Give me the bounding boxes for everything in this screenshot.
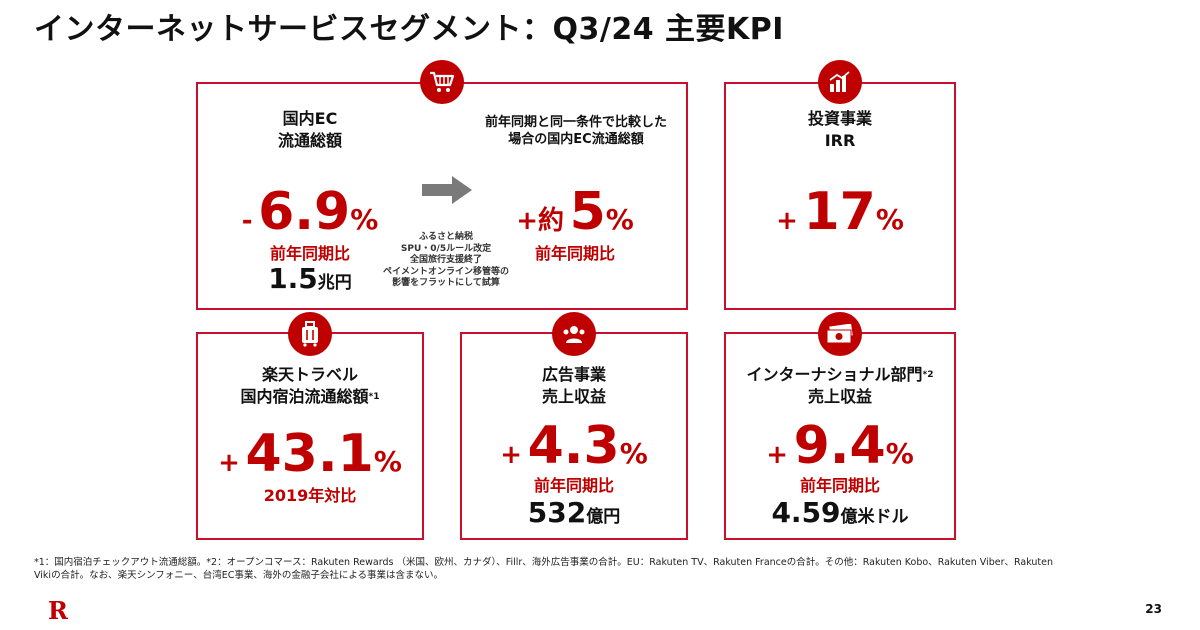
footnote-line-1: *1：国内宿泊チェックアウト流通総額。*2：オープンコマース：Rakuten R… xyxy=(34,557,1054,568)
travel-label-2: 国内宿泊流通総額*1 xyxy=(240,387,380,406)
advertising-value: + 4.3% xyxy=(500,416,648,476)
kpi-box-advertising xyxy=(460,332,688,540)
money-badge xyxy=(818,312,862,356)
same-condition-section: 前年同期と同一条件で比較した 場合の国内EC流通総額 xyxy=(462,114,690,148)
international-label-2: 売上収益 xyxy=(807,387,872,406)
travel-section: 楽天トラベル 国内宿泊流通総額*1 xyxy=(200,364,420,408)
kpi-box-international xyxy=(724,332,956,540)
international-amount: 4.59億米ドル xyxy=(771,496,909,529)
chart-badge xyxy=(818,60,862,104)
same-condition-value: +約 5% xyxy=(516,182,634,242)
rakuten-logo: R xyxy=(48,596,68,625)
chart-icon xyxy=(829,71,850,92)
money-icon xyxy=(826,324,853,344)
megaphone-icon xyxy=(563,326,585,343)
domestic-ec-amount: 1.5兆円 xyxy=(268,262,352,295)
international-value: + 9.4% xyxy=(766,416,914,476)
travel-comparison: 2019年対比 xyxy=(263,486,357,505)
international-section: インターナショナル部門*2 売上収益 xyxy=(728,364,952,408)
domestic-ec-label-1: 国内EC xyxy=(282,109,338,128)
advertising-sign: + xyxy=(500,440,523,470)
travel-value: + 43.1% xyxy=(218,424,402,484)
footnote-line-2: Vikiの合計。なお、楽天シンフォニー、台湾EC事業、海外の金融子会社による事業… xyxy=(34,570,444,581)
kpi-box-investment xyxy=(724,82,956,310)
same-condition-comparison: 前年同期比 xyxy=(534,244,615,263)
arrow-right-icon xyxy=(422,176,472,204)
international-sign: + xyxy=(766,440,789,470)
page-title: インターネットサービスセグメント：Q3/24 主要KPI xyxy=(34,12,784,47)
investment-label-2: IRR xyxy=(824,131,856,150)
international-label-1: インターナショナル部門*2 xyxy=(746,365,934,384)
suitcase-icon xyxy=(302,321,318,347)
domestic-ec-comparison: 前年同期比 xyxy=(269,244,350,263)
cart-badge xyxy=(420,60,464,104)
international-footnote-mark: *2 xyxy=(922,370,934,380)
footnotes: *1：国内宿泊チェックアウト流通総額。*2：オープンコマース：Rakuten R… xyxy=(34,556,1154,582)
advertising-amount: 532億円 xyxy=(527,496,621,529)
same-condition-label-1: 前年同期と同一条件で比較した xyxy=(484,115,667,130)
travel-footnote-mark: *1 xyxy=(368,392,380,402)
domestic-ec-value: - 6.9% xyxy=(241,182,379,242)
adjustment-note: ふるさと納税 SPU・0/5ルール改定 全国旅行支援終了 ペイメントオンライン移… xyxy=(382,232,509,288)
domestic-ec-section: 国内EC 流通総額 xyxy=(210,108,410,152)
same-condition-sign: +約 xyxy=(516,206,564,236)
suitcase-badge xyxy=(288,312,332,356)
domestic-ec-label-2: 流通総額 xyxy=(277,131,342,150)
international-comparison: 前年同期比 xyxy=(799,476,880,495)
investment-sign: + xyxy=(776,206,798,236)
investment-label-1: 投資事業 xyxy=(807,109,872,128)
advertising-comparison: 前年同期比 xyxy=(533,476,614,495)
investment-section: 投資事業 IRR xyxy=(740,108,940,152)
domestic-ec-sign: - xyxy=(241,206,253,236)
cart-icon xyxy=(430,71,455,92)
travel-sign: + xyxy=(218,448,240,478)
travel-label-1: 楽天トラベル xyxy=(261,365,358,384)
advertising-section: 広告事業 売上収益 xyxy=(464,364,684,408)
same-condition-label-2: 場合の国内EC流通総額 xyxy=(508,132,644,147)
megaphone-badge xyxy=(552,312,596,356)
advertising-label-1: 広告事業 xyxy=(541,365,606,384)
advertising-label-2: 売上収益 xyxy=(541,387,606,406)
page-number: 23 xyxy=(1145,602,1162,616)
investment-value: + 17% xyxy=(776,182,904,242)
